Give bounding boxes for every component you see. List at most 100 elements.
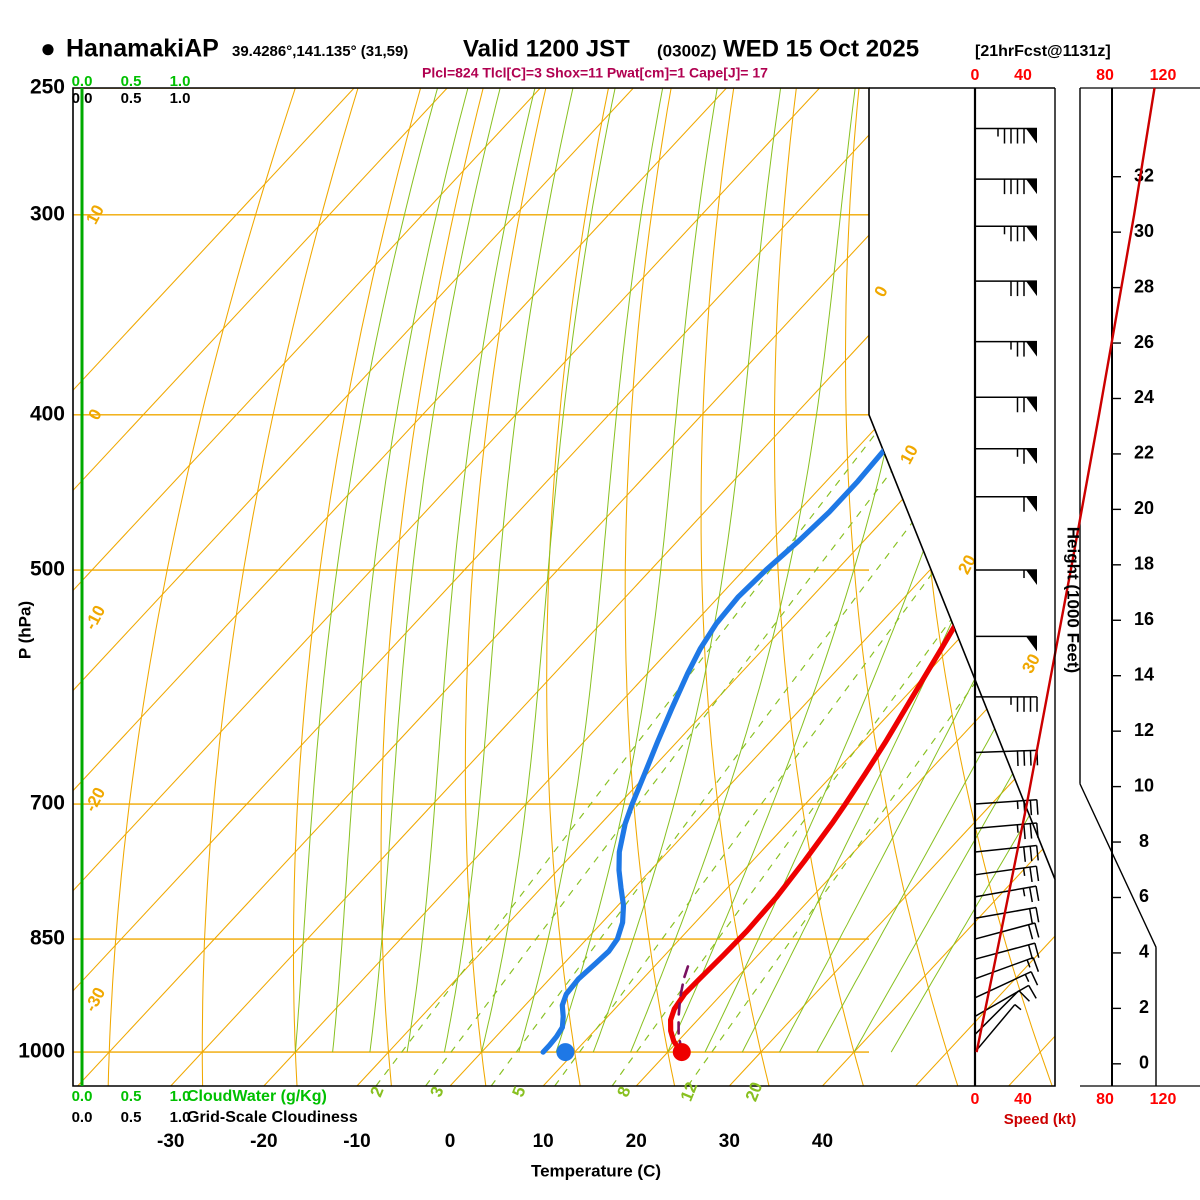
- dry-adiabat-40: [773, 88, 864, 1086]
- moist-adiabat--8: [406, 88, 537, 1053]
- height-tick-16: 16: [1134, 609, 1154, 629]
- wind-barb-285: [975, 178, 1037, 195]
- wind-barb-450: [975, 496, 1037, 512]
- cloudwater-legend-label: CloudWater (g/Kg): [187, 1088, 327, 1105]
- isotherm--60: [73, 88, 820, 1086]
- valid-time: Valid 1200 JST: [463, 35, 630, 62]
- height-tick-14: 14: [1134, 664, 1154, 684]
- height-tick-4: 4: [1139, 942, 1149, 962]
- pressure-tick-250: 250: [30, 76, 65, 99]
- wind-barb-500: [975, 569, 1037, 586]
- wind-barb-925: [974, 970, 1039, 999]
- wind-barb-850: [974, 922, 1040, 940]
- moist-adiabat-24: [704, 88, 1044, 1053]
- dry-adiabat-label-left--20: -20: [81, 784, 109, 815]
- pressure-tick-850: 850: [30, 927, 65, 950]
- cloudwater-top-tick-1: 0.5: [121, 73, 142, 90]
- dry-adiabat-20: [624, 88, 676, 1086]
- dry-adiabat-label-right-10: 10: [896, 442, 922, 468]
- isotherm--40: [77, 88, 1007, 1086]
- speed-tick-bottom-80: 80: [1096, 1091, 1114, 1108]
- height-tick-20: 20: [1134, 498, 1154, 518]
- isotherm--110: [73, 88, 355, 1086]
- mixing-ratio-20: [687, 280, 1055, 1086]
- pressure-axis-title: P (hPa): [15, 601, 34, 659]
- speed-tick-top-120: 120: [1150, 67, 1177, 84]
- valid-date: WED 15 Oct 2025: [723, 35, 919, 62]
- mixing-ratio-5: [490, 280, 1055, 1086]
- height-tick-0: 0: [1139, 1053, 1149, 1073]
- mixing-ratio-label-12: 12: [677, 1079, 702, 1104]
- speed-tick-top-40: 40: [1014, 67, 1032, 84]
- cloudiness-bottom-tick-1: 0.5: [121, 1109, 142, 1126]
- header-group: ● HanamakiAP 39.4286°,141.135° (31,59) V…: [40, 33, 1111, 81]
- moist-adiabat-32: [779, 88, 1055, 1053]
- temperature-tick-10: 10: [533, 1131, 554, 1152]
- cloudwater-bottom-tick-0: 0.0: [72, 1088, 93, 1105]
- dry-adiabat-label-right-0: 0: [870, 283, 891, 300]
- isotherm--10: [356, 88, 1055, 1086]
- dry-adiabat-label-left--10: -10: [81, 602, 109, 633]
- height-axis-title: Height (1000 Feet): [1064, 527, 1083, 673]
- dry-adiabat--30: [201, 88, 362, 1086]
- dry-adiabat-label-left-10: 10: [82, 202, 108, 228]
- isotherm--70: [73, 88, 727, 1086]
- moist-adiabat-16: [630, 88, 857, 1053]
- dry-adiabat--40: [107, 88, 300, 1086]
- height-profile-line: [975, 87, 1156, 1053]
- cloudiness-legend-label: Grid-Scale Cloudiness: [187, 1109, 358, 1126]
- temperature-tick-20: 20: [626, 1131, 647, 1152]
- temperature-tick--10: -10: [343, 1131, 370, 1152]
- isotherm--50: [73, 88, 914, 1086]
- cloudwater-bottom-tick-2: 1.0: [170, 1088, 191, 1105]
- dry-adiabat--20: [292, 88, 425, 1086]
- wind-barb-800: [974, 885, 1040, 903]
- isotherm--30: [170, 88, 1055, 1086]
- wind-barb-900: [974, 956, 1040, 980]
- height-panel-slant: [1079, 783, 1157, 948]
- pressure-tick-700: 700: [30, 792, 65, 815]
- wind-barb-875: [974, 942, 1040, 960]
- pressure-tick-400: 400: [30, 402, 65, 425]
- isotherm--20: [263, 88, 1055, 1086]
- isotherm--90: [73, 88, 541, 1086]
- speed-tick-bottom-120: 120: [1150, 1091, 1177, 1108]
- cloudwater-top-tick-0: 0.0: [72, 73, 93, 90]
- moist-adiabat--12: [369, 88, 503, 1053]
- dry-adiabat-50: [844, 88, 959, 1086]
- wind-barb-775: [974, 865, 1040, 883]
- cloudwater-top-tick-2: 1.0: [170, 73, 191, 90]
- mixing-ratio-3: [425, 280, 1039, 1086]
- moist-adiabat--16: [332, 88, 470, 1053]
- wind-barb-550: [975, 635, 1037, 652]
- surface-dewpoint: [556, 1043, 575, 1062]
- axis-titles: P (hPa) Temperature (C) Height (1000 Fee…: [15, 527, 1082, 1181]
- moist-adiabat-44: [890, 88, 1055, 1053]
- wind-barb-725: [974, 822, 1039, 840]
- height-tick-6: 6: [1139, 886, 1149, 906]
- moist-adiabat--20: [294, 88, 440, 1053]
- wind-barb-1000: [974, 1004, 1022, 1053]
- dry-adiabat-30: [700, 88, 770, 1086]
- pressure-tick-1000: 1000: [18, 1040, 65, 1063]
- moist-adiabat-0: [481, 88, 617, 1053]
- valid-time-z: (0300Z): [657, 41, 717, 60]
- dry-adiabat-label-left-0: 0: [84, 406, 105, 423]
- station-coords: 39.4286°,141.135° (31,59): [232, 43, 408, 60]
- wind-barb-420: [975, 448, 1037, 464]
- cloudiness-top-tick-1: 0.5: [121, 90, 142, 107]
- height-tick-30: 30: [1134, 221, 1154, 241]
- station-name: HanamakiAP: [66, 35, 219, 63]
- isotherm-40: [822, 88, 1055, 1086]
- profile-temperature: [667, 151, 1055, 1055]
- moist-adiabat-28: [741, 88, 1055, 1053]
- wind-barb-825: [974, 906, 1040, 924]
- temperature-tick-0: 0: [445, 1131, 456, 1152]
- isotherm--100: [73, 88, 448, 1086]
- moist-adiabat--4: [443, 88, 575, 1053]
- temperature-tick--20: -20: [250, 1131, 277, 1152]
- moist-adiabat-20: [667, 88, 944, 1053]
- moist-adiabat-8: [555, 88, 719, 1053]
